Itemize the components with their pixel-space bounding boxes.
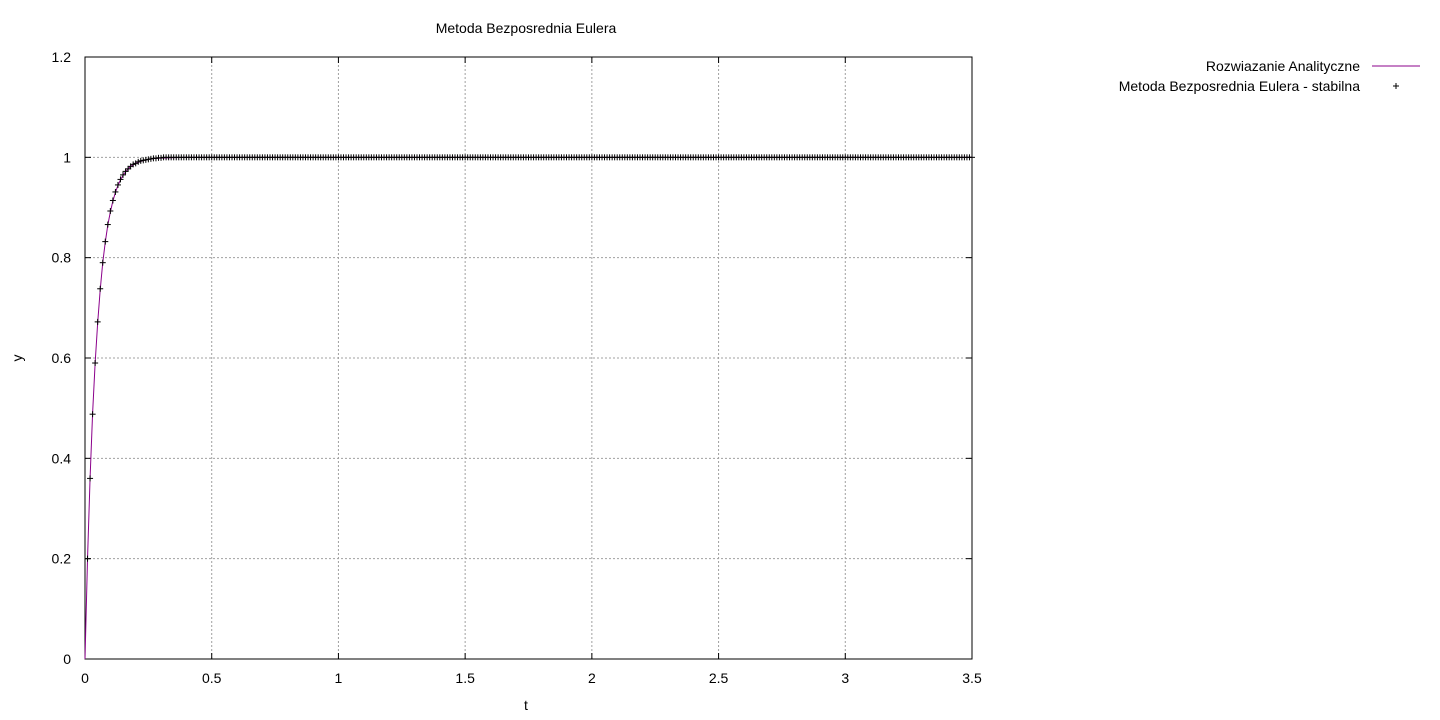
series-line-analytic: [84, 156, 972, 660]
data-point-euler: [142, 156, 149, 163]
data-point-euler: [89, 411, 96, 418]
data-point-euler: [125, 165, 132, 172]
data-point-euler: [114, 181, 121, 188]
data-point-euler: [122, 168, 129, 175]
x-tick-label: 1.5: [455, 670, 475, 686]
data-point-euler: [969, 154, 975, 161]
data-point-euler: [130, 161, 137, 168]
legend-label-euler: Metoda Bezposrednia Eulera - stabilna: [1119, 78, 1360, 94]
legend-marker-plus: [1393, 83, 1399, 89]
y-tick-label: 1.2: [52, 49, 72, 65]
data-point-euler: [158, 154, 165, 161]
y-axis-label: y: [9, 355, 25, 362]
y-tick-label: 0.8: [52, 250, 72, 266]
x-tick-label: 3.5: [962, 670, 982, 686]
x-tick-labels: 0 0.5 1 1.5 2 2.5 3 3.5: [81, 670, 982, 686]
y-tick-label: 0: [63, 651, 71, 667]
y-tick-label: 0.2: [52, 551, 72, 567]
data-point-euler: [145, 156, 152, 163]
x-tick-label: 0: [81, 670, 89, 686]
data-point-euler: [102, 238, 109, 245]
data-point-euler: [109, 197, 116, 204]
x-tick-label: 0.5: [202, 670, 222, 686]
data-point-euler: [97, 285, 104, 292]
data-point-euler: [104, 221, 111, 228]
x-axis-label: t: [524, 697, 528, 713]
axis-ticks: [84, 56, 973, 660]
data-point-euler: [140, 157, 147, 164]
y-tick-label: 0.4: [52, 450, 72, 466]
x-tick-label: 2: [588, 670, 596, 686]
x-tick-label: 3: [841, 670, 849, 686]
legend-label-analytic: Rozwiazanie Analityczne: [1206, 58, 1360, 74]
chart-title: Metoda Bezposrednia Eulera: [436, 20, 617, 36]
data-point-euler: [84, 555, 91, 562]
data-point-euler: [135, 158, 142, 165]
data-point-euler: [152, 155, 159, 162]
y-tick-label: 1: [63, 149, 71, 165]
legend: Rozwiazanie Analityczne Metoda Bezposred…: [1119, 58, 1420, 94]
data-point-euler: [147, 155, 154, 162]
data-point-euler: [137, 157, 144, 164]
data-point-euler: [112, 188, 119, 195]
data-point-euler: [87, 475, 94, 482]
data-point-euler: [107, 208, 114, 215]
data-point-euler: [99, 259, 106, 266]
grid: [85, 57, 972, 659]
y-tick-labels: 0 0.2 0.4 0.6 0.8 1 1.2: [52, 49, 72, 667]
y-tick-label: 0.6: [52, 350, 72, 366]
data-point-euler: [94, 318, 101, 325]
plot-area: [84, 154, 975, 660]
data-point-euler: [117, 176, 124, 183]
data-point-euler: [92, 360, 99, 367]
x-tick-label: 1: [335, 670, 343, 686]
x-tick-label: 2.5: [709, 670, 729, 686]
legend-swatch-euler: [1393, 83, 1399, 89]
data-point-euler: [120, 171, 127, 178]
